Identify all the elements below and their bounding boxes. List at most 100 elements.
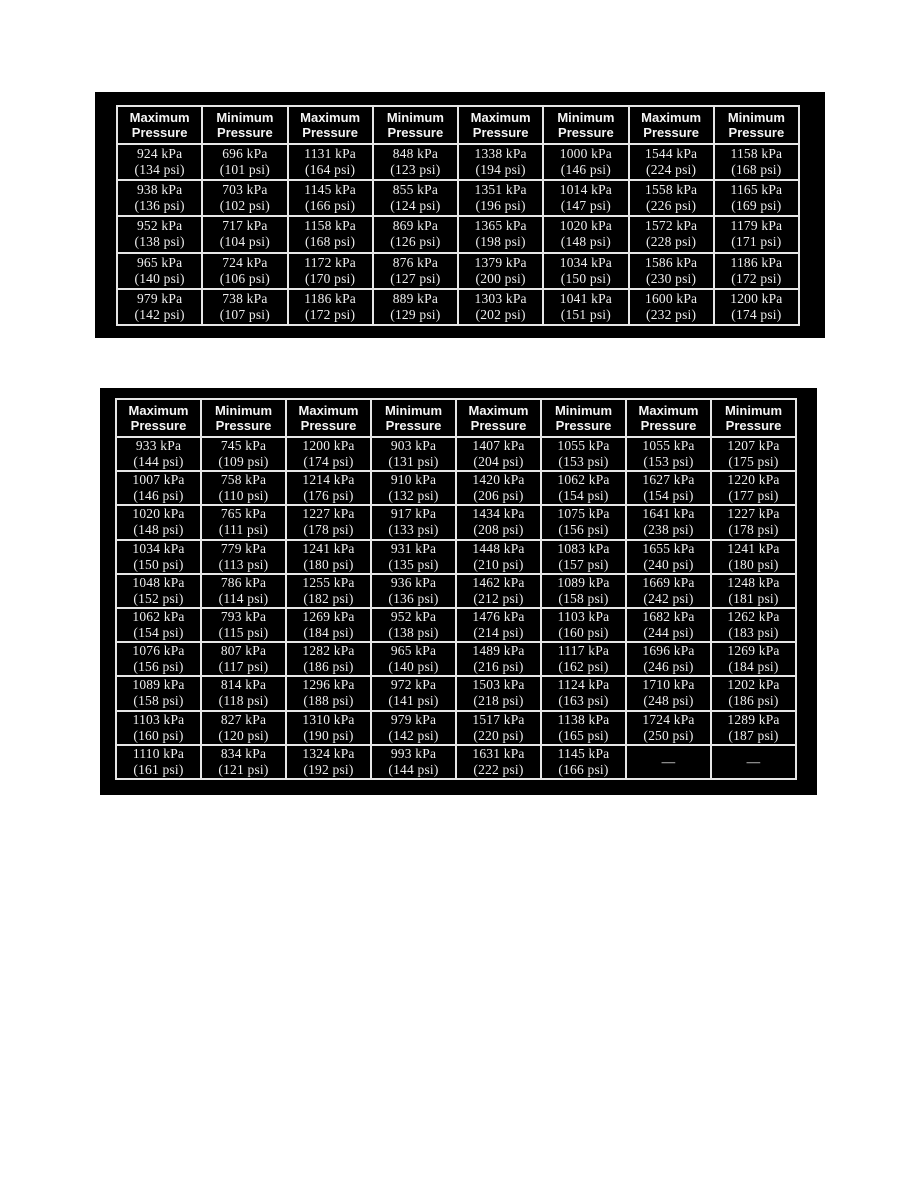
pressure-cell-line: (133 psi) (388, 522, 439, 538)
pressure-cell-line: 1489 kPa (472, 643, 525, 659)
pressure-cell: 1269 kPa (184 psi) (285, 606, 372, 644)
table-row: 1110 kPa (161 psi) 834 kPa (121 psi) 1324 kP… (115, 743, 797, 781)
column-header-line: Pressure (643, 125, 699, 140)
pressure-cell: 1007 kPa (146 psi) (115, 470, 202, 507)
pressure-cell-line: 1186 kPa (730, 254, 783, 270)
pressure-cell-line: (196 psi) (475, 198, 526, 214)
pressure-cell-line: 1158 kPa (730, 146, 783, 162)
pressure-cell-line: 876 kPa (392, 254, 439, 270)
pressure-cell: 1200 kPa (174 psi) (712, 287, 801, 327)
pressure-cell-line: 1310 kPa (302, 711, 355, 727)
pressure-cell-line: 1172 kPa (304, 254, 356, 270)
pressure-cell: 1200 kPa (174 psi) (285, 435, 372, 473)
pressure-cell: 717 kPa (104 psi) (201, 215, 289, 254)
pressure-cell-line: (226 psi) (646, 198, 697, 214)
pressure-cell: 1627 kPa (154 psi) (625, 470, 712, 507)
pressure-cell-line: 1296 kPa (302, 677, 355, 693)
column-header-line: Pressure (470, 418, 527, 433)
pressure-cell: 1145 kPa (166 psi) (286, 179, 374, 218)
pressure-cell-line: 814 kPa (220, 677, 267, 693)
pressure-cell-line: 1682 kPa (642, 609, 695, 625)
table-row: 924 kPa (134 psi) 696 kPa (101 psi) 1131 kPa… (115, 142, 801, 182)
pressure-cell: 993 kPa (144 psi) (370, 743, 457, 781)
pressure-cell: 1324 kPa (192 psi) (285, 743, 372, 781)
pressure-cell: 1262 kPa (183 psi) (710, 606, 797, 644)
pressure-cell-line: 1696 kPa (642, 643, 695, 659)
table-row: 1076 kPa (156 psi) 807 kPa (117 psi) 1282 kP… (115, 641, 797, 678)
pressure-cell-line: (214 psi) (473, 625, 524, 641)
pressure-cell-line: (181 psi) (728, 590, 779, 606)
pressure-cell: 903 kPa (131 psi) (370, 435, 457, 473)
pressure-cell-line: 1627 kPa (642, 472, 695, 488)
pressure-cell-line: 1227 kPa (302, 506, 355, 522)
pressure-cell: 1000 kPa (146 psi) (542, 142, 630, 182)
pressure-cell-line: (212 psi) (473, 590, 524, 606)
pressure-cell-line: 745 kPa (220, 438, 267, 454)
pressure-cell-line: (183 psi) (728, 625, 779, 641)
pressure-cell: 1448 kPa (210 psi) (455, 538, 542, 575)
pressure-cell: 1289 kPa (187 psi) (710, 709, 797, 746)
pressure-cell-line: 1517 kPa (472, 711, 525, 727)
pressure-cell-line: (150 psi) (133, 556, 184, 572)
pressure-cell-line: (216 psi) (473, 659, 524, 675)
pressure-cell-line: 965 kPa (390, 643, 437, 659)
pressure-cell-line: (138 psi) (134, 234, 185, 250)
pressure-cell: 1248 kPa (181 psi) (710, 572, 797, 609)
pressure-cell: 1020 kPa (148 psi) (542, 215, 630, 254)
pressure-cell-line: 738 kPa (222, 290, 268, 306)
column-header: Maximum Pressure (455, 398, 542, 438)
pressure-cell: 1220 kPa (177 psi) (710, 470, 797, 507)
pressure-cell: 834 kPa (121 psi) (200, 743, 287, 781)
pressure-cell-line: (180 psi) (728, 556, 779, 572)
pressure-cell: 979 kPa (142 psi) (115, 287, 204, 327)
pressure-cell-line: (186 psi) (728, 693, 779, 709)
pressure-cell-line: (220 psi) (473, 727, 524, 743)
column-header-line: Pressure (728, 125, 785, 140)
pressure-cell-line: 1020 kPa (132, 506, 185, 522)
pressure-cell-line: (194 psi) (475, 162, 526, 178)
pressure-cell: 1379 kPa (200 psi) (456, 251, 545, 290)
pressure-cell: 1572 kPa (228 psi) (627, 215, 715, 254)
pressure-cell: 1138 kPa (165 psi) (540, 709, 627, 746)
pressure-cell-line: (147 psi) (560, 198, 611, 214)
pressure-cell-line: 952 kPa (136, 218, 183, 234)
pressure-cell-line: (152 psi) (133, 590, 184, 606)
pressure-cell: 1655 kPa (240 psi) (625, 538, 712, 575)
pressure-cell-line: (188 psi) (303, 693, 354, 709)
pressure-cell-line: 1062 kPa (557, 472, 610, 488)
pressure-cell-line: 1214 kPa (302, 472, 355, 488)
pressure-cell-line: (218 psi) (473, 693, 524, 709)
pressure-cell: 1600 kPa (232 psi) (627, 287, 715, 327)
pressure-cell: 965 kPa (140 psi) (370, 641, 457, 678)
pressure-cell-line: 924 kPa (136, 146, 183, 162)
pressure-cell: 724 kPa (106 psi) (201, 251, 289, 290)
pressure-cell: 1186 kPa (172 psi) (712, 251, 801, 290)
pressure-cell-line: (156 psi) (133, 659, 184, 675)
pressure-cell-line: (135 psi) (388, 556, 439, 572)
pressure-cell-line: 1138 kPa (557, 711, 610, 727)
pressure-cell-line: 903 kPa (390, 438, 437, 454)
pressure-cell-line: 1669 kPa (642, 574, 695, 590)
pressure-cell-line: 1075 kPa (557, 506, 610, 522)
pressure-cell-line: (161 psi) (133, 761, 184, 777)
pressure-cell-line: 1124 kPa (557, 677, 610, 693)
pressure-cell-line: 1200 kPa (302, 438, 355, 454)
pressure-table-plate-bottom: Maximum Pressure Minimum Pressure Maximum Pre… (100, 388, 817, 795)
pressure-cell: 1186 kPa (172 psi) (286, 287, 374, 327)
pressure-cell: 1310 kPa (190 psi) (285, 709, 372, 746)
pressure-cell: 1062 kPa (154 psi) (115, 606, 202, 644)
pressure-cell: — (710, 743, 797, 781)
column-header-line: Maximum (468, 403, 529, 418)
pressure-cell-line: (132 psi) (388, 488, 439, 504)
pressure-cell-line: (156 psi) (558, 522, 609, 538)
column-header-line: Maximum (641, 110, 702, 125)
pressure-cell-line: (175 psi) (728, 454, 779, 470)
pressure-cell: 1034 kPa (150 psi) (115, 538, 202, 575)
pressure-cell-line: 1476 kPa (472, 609, 525, 625)
pressure-cell-line: (141 psi) (388, 693, 439, 709)
pressure-cell: 1055 kPa (153 psi) (625, 435, 712, 473)
column-header-line: Minimum (724, 403, 783, 418)
column-header-line: Pressure (725, 418, 782, 433)
pressure-cell-line: (165 psi) (558, 727, 609, 743)
pressure-cell-line: (242 psi) (643, 590, 694, 606)
